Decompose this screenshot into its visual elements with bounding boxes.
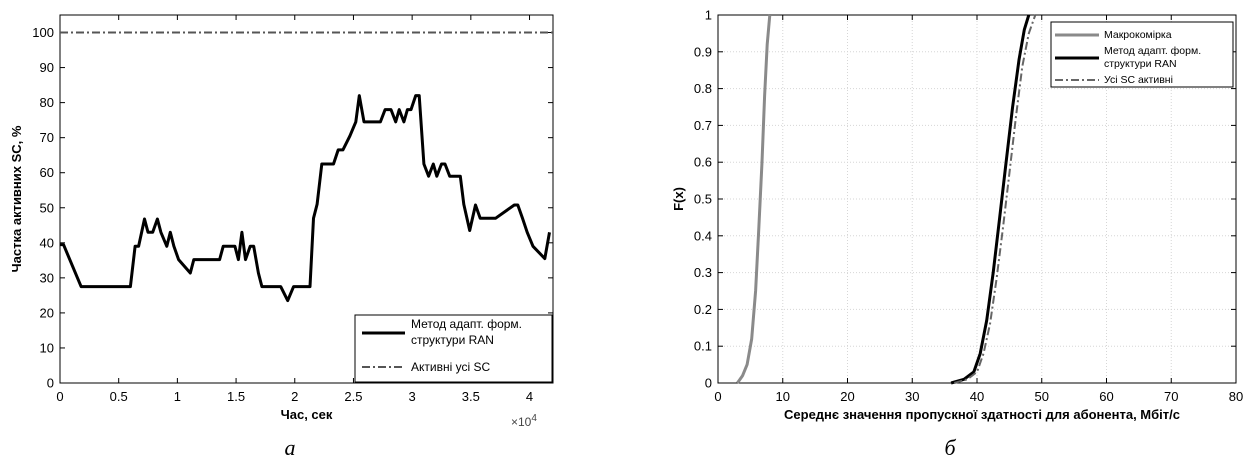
panel-letter: а: [285, 435, 296, 460]
x-tick-label: 30: [905, 389, 919, 404]
x-axis-label: Середнє значення пропускної здатності дл…: [784, 407, 1180, 422]
y-tick-label: 70: [40, 130, 54, 145]
x-tick-label: 3: [409, 389, 416, 404]
y-tick-label: 90: [40, 60, 54, 75]
x-tick-label: 0.5: [110, 389, 128, 404]
legend-box: [1050, 21, 1234, 88]
legend-label-2: Активні усі SC: [411, 360, 490, 374]
y-tick-label: 0.4: [694, 228, 712, 243]
legend-label-1: Метод адапт. форм.: [411, 317, 522, 331]
legend-label-2: Метод адапт. форм.: [1104, 45, 1201, 57]
x-tick-label: 2: [291, 389, 298, 404]
series-line-3: [954, 14, 1037, 384]
y-tick-label: 1: [705, 8, 712, 23]
y-axis-label: Частка активних SC, %: [9, 125, 24, 272]
y-tick-label: 0: [705, 376, 712, 391]
y-tick-label: 80: [40, 95, 54, 110]
legend-label-1: Макрокомірка: [1104, 29, 1172, 41]
x-exponent-label: ×104: [511, 413, 537, 429]
y-tick-label: 40: [40, 235, 54, 250]
y-tick-label: 10: [40, 340, 54, 355]
chart-panel-2: 0 10 20 30 40 50 60 70 80 0 0.1 0.2 0.3 0.4 0.5 0.6 0.7 0…: [671, 8, 1243, 461]
x-tick-label: 1.5: [227, 389, 245, 404]
y-tick-label: 0.8: [694, 81, 712, 96]
x-tick-label: 40: [970, 389, 984, 404]
x-axis-label: Час, сек: [281, 407, 333, 422]
x-tick-label: 60: [1099, 389, 1113, 404]
legend: Макрокомірка Метод адапт. форм.структури …: [1050, 21, 1234, 88]
y-tick-label: 50: [40, 200, 54, 215]
plot-area-frame: [59, 14, 554, 384]
y-tick-label: 0.7: [694, 118, 712, 133]
series-line-1: [736, 14, 772, 384]
x-tick-label: 20: [840, 389, 854, 404]
y-tick-label: 0.2: [694, 302, 712, 317]
legend-label-3: Усі SC активні: [1104, 74, 1173, 86]
y-tick-label: 0.5: [694, 192, 712, 207]
y-tick-label: 100: [32, 25, 54, 40]
x-tick-label: 10: [776, 389, 790, 404]
x-tick-label: 50: [1035, 389, 1049, 404]
x-tick-label: 1: [174, 389, 181, 404]
chart-panel-1: 0 0.5 1 1.5 2 2.5 3 3.5 40102030405060708090100×…: [9, 14, 554, 460]
x-tick-label: 0: [56, 389, 63, 404]
y-tick-label: 30: [40, 270, 54, 285]
x-tick-label: 3.5: [462, 389, 480, 404]
y-tick-label: 0: [47, 376, 54, 391]
x-tick-label: 70: [1164, 389, 1178, 404]
x-tick-label: 0: [714, 389, 721, 404]
legend-label-2: структури RAN: [1104, 58, 1177, 70]
y-tick-label: 60: [40, 165, 54, 180]
x-tick-label: 2.5: [344, 389, 362, 404]
legend: Метод адапт. форм. структури RAN Активні у…: [354, 314, 553, 383]
series-line-2: [950, 14, 1031, 385]
x-tick-label: 4: [526, 389, 533, 404]
y-tick-label: 20: [40, 305, 54, 320]
x-tick-label: 80: [1229, 389, 1243, 404]
x-exponent-power: 4: [531, 413, 537, 424]
y-tick-label: 0.1: [694, 339, 712, 354]
series-line-1: [60, 94, 551, 303]
y-axis-label: F(x): [671, 187, 686, 211]
y-tick-label: 0.6: [694, 155, 712, 170]
legend-box: [354, 314, 553, 383]
y-tick-label: 0.9: [694, 44, 712, 59]
legend-label-1: структури RAN: [411, 333, 494, 347]
panel-letter: б: [944, 435, 956, 460]
y-tick-label: 0.3: [694, 265, 712, 280]
